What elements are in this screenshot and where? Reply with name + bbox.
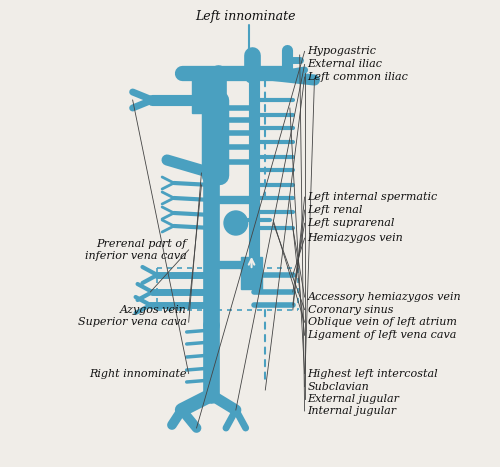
Text: External iliac: External iliac (308, 59, 382, 70)
Circle shape (224, 211, 248, 235)
Text: Left internal spermatic: Left internal spermatic (308, 192, 438, 202)
Text: Ligament of left vena cava: Ligament of left vena cava (308, 330, 457, 340)
Text: External jugular: External jugular (308, 394, 400, 404)
Text: Subclavian: Subclavian (308, 382, 370, 392)
Bar (240, 257, 262, 289)
Text: Left innominate: Left innominate (196, 10, 296, 23)
Text: Prerenal part of
inferior vena cava: Prerenal part of inferior vena cava (85, 239, 186, 261)
Text: Superior vena cava: Superior vena cava (78, 317, 186, 327)
Text: Oblique vein of left atrium: Oblique vein of left atrium (308, 317, 456, 327)
Bar (192, 73, 221, 113)
Text: Accessory hemiazygos vein: Accessory hemiazygos vein (308, 292, 461, 302)
Text: Hemiazygos vein: Hemiazygos vein (308, 233, 404, 243)
Text: Right innominate: Right innominate (89, 368, 186, 379)
Text: Highest left intercostal: Highest left intercostal (308, 368, 438, 379)
Text: Azygos vein: Azygos vein (120, 304, 186, 315)
Text: Left renal: Left renal (308, 205, 363, 215)
Text: Internal jugular: Internal jugular (308, 406, 396, 416)
Text: Hypogastric: Hypogastric (308, 46, 376, 57)
Text: Left suprarenal: Left suprarenal (308, 218, 395, 228)
Text: Left common iliac: Left common iliac (308, 72, 408, 82)
Text: Coronary sinus: Coronary sinus (308, 304, 393, 315)
